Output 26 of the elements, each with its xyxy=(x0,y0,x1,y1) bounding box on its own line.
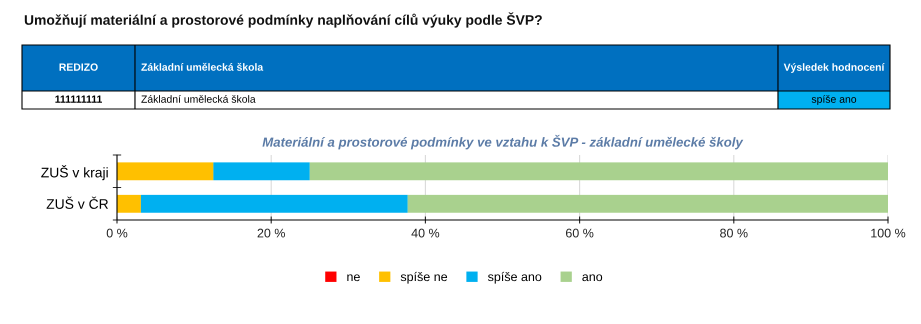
text: Výsledek hodnocení xyxy=(784,63,885,73)
y-tick-label: ZUŠ v kraji xyxy=(41,165,108,180)
bar xyxy=(140,194,408,213)
legend-label: ne xyxy=(347,274,360,282)
text: Základní umělecká škola xyxy=(141,62,264,71)
x-tick-label: 80 % xyxy=(720,228,748,238)
legend-label: spíše ne xyxy=(400,272,448,284)
bar xyxy=(117,162,214,180)
bar xyxy=(213,162,310,180)
text: Umožňují materiální a prostorové podmínky naplňování cílů výuky podle ŠVP? xyxy=(24,12,542,28)
legend-label: ano xyxy=(582,274,602,282)
chart-title: Materiální a prostorové podmínky ve vztahu k ŠVP - základní umělecké školy xyxy=(262,134,744,150)
x-tick-label: 0 % xyxy=(106,228,128,238)
y-tick-label: ZUŠ v ČR xyxy=(46,196,108,209)
x-tick-label: 60 % xyxy=(566,228,594,238)
legend-label: spíše ano xyxy=(488,272,542,284)
bar xyxy=(310,162,888,180)
bar xyxy=(408,194,888,213)
text: Základní umělecká škola xyxy=(141,95,256,103)
bar xyxy=(117,194,141,213)
x-tick-label: 20 % xyxy=(258,228,285,238)
text: REDIZO xyxy=(60,63,98,71)
text: 111111111 xyxy=(55,96,102,103)
text: spíše ano xyxy=(812,95,856,105)
x-tick-label: 40 % xyxy=(411,228,440,238)
x-tick-label: 100 % xyxy=(871,228,906,238)
